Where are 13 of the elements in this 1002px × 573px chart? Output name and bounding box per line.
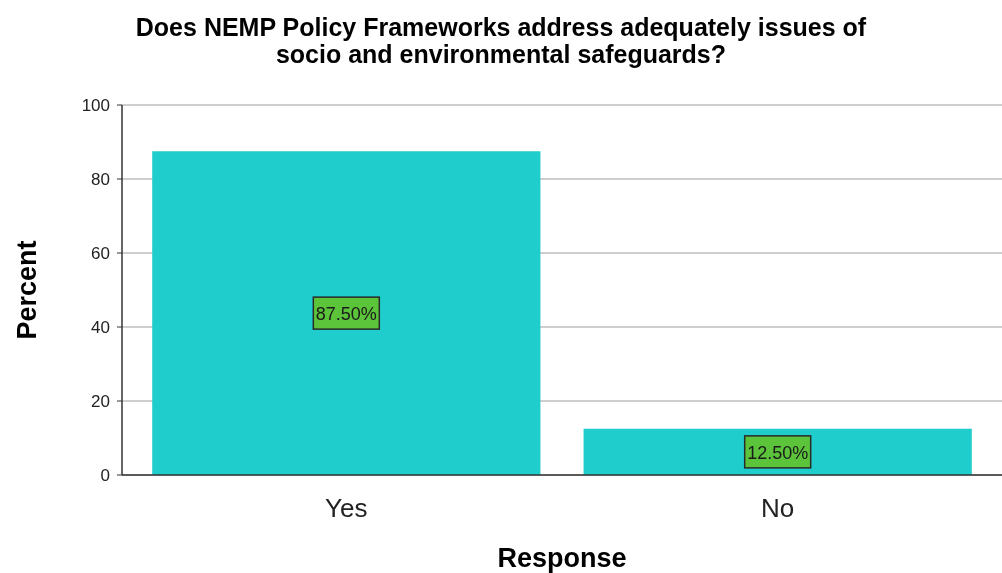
chart-title: Does NEMP Policy Frameworks address adequately issues of socio and environmental safeguards? (135, 13, 867, 68)
y-tick-label: 100 (81, 96, 110, 115)
y-tick-label: 60 (91, 244, 110, 263)
x-tick-label: No (761, 493, 795, 523)
x-axis-title: Response (497, 543, 627, 573)
y-axis-title: Percent (12, 240, 42, 340)
data-label: 87.50% (315, 304, 377, 325)
x-tick-label: Yes (325, 493, 368, 523)
y-tick-label: 0 (100, 466, 110, 485)
y-tick-label: 20 (91, 392, 110, 411)
y-tick-label: 80 (91, 170, 110, 189)
y-tick-label: 40 (91, 318, 110, 337)
data-label: 12.50% (747, 442, 809, 463)
